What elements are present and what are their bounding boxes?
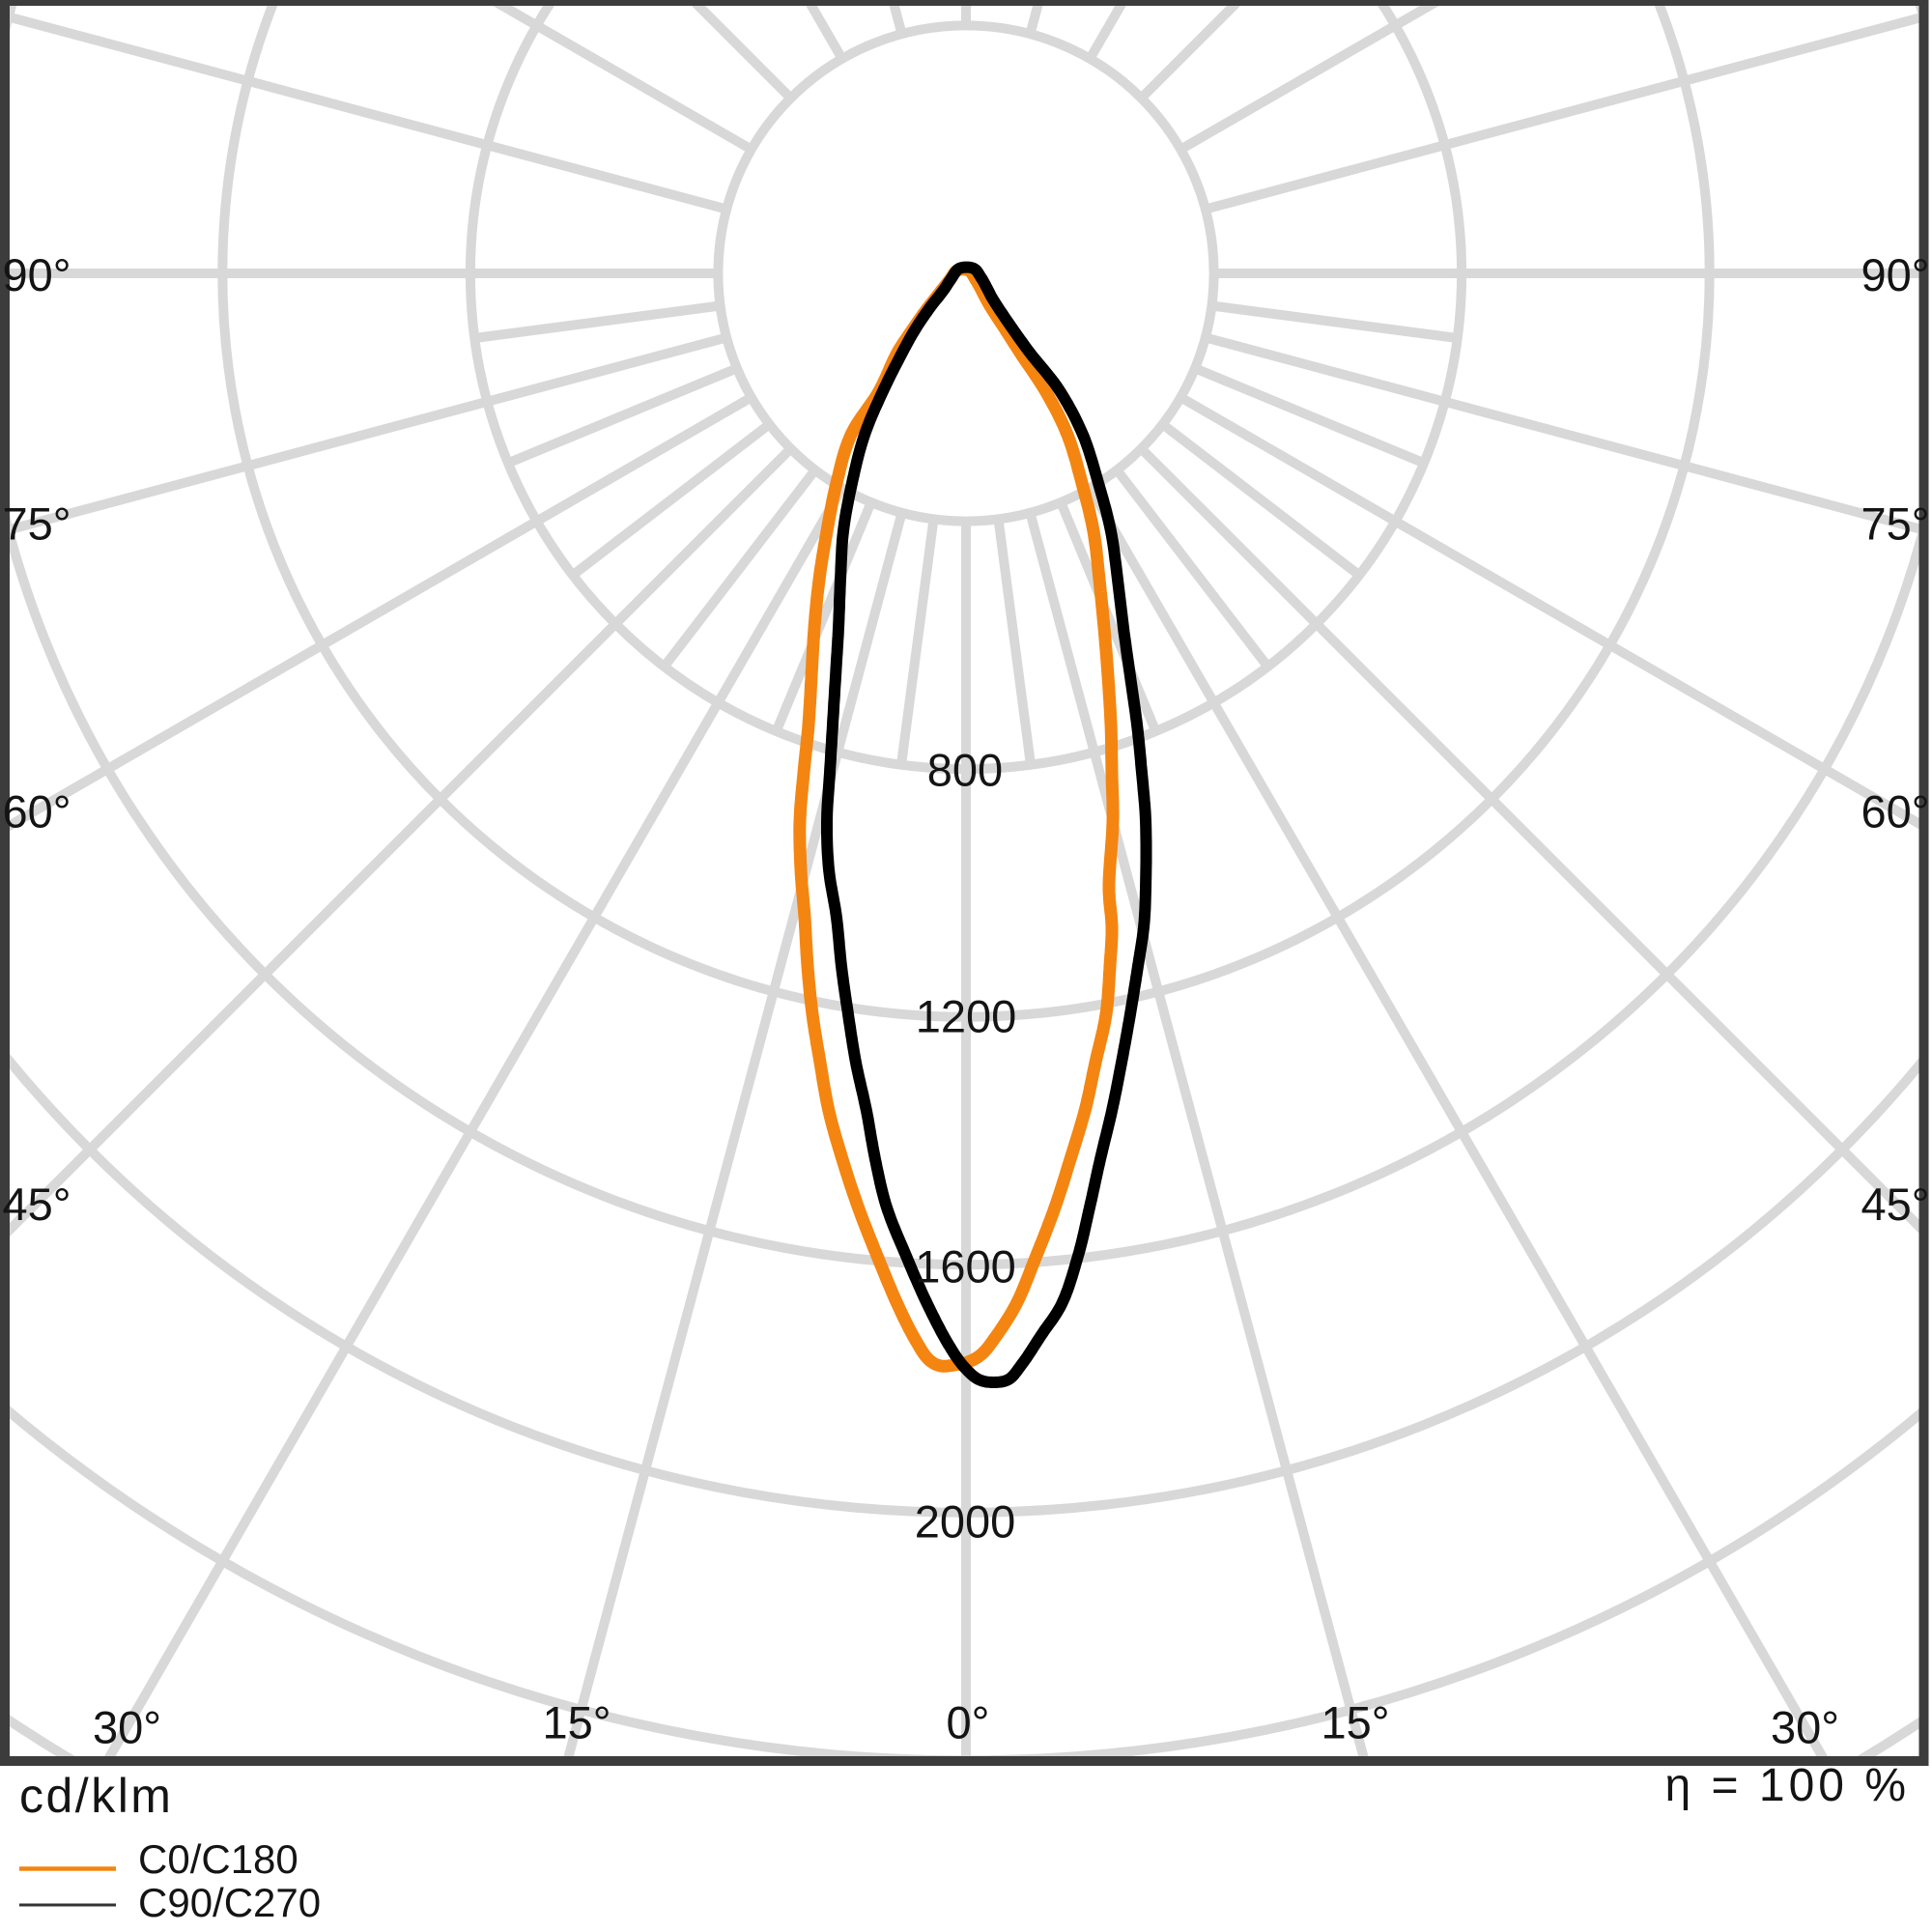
svg-text:C0/C180: C0/C180 xyxy=(138,1836,298,1882)
svg-text:45°: 45° xyxy=(1861,1179,1929,1230)
svg-text:0°: 0° xyxy=(947,1697,990,1748)
svg-text:15°: 15° xyxy=(1321,1697,1389,1748)
svg-text:800: 800 xyxy=(927,745,1003,796)
svg-text:90°: 90° xyxy=(1861,249,1929,300)
svg-text:60°: 60° xyxy=(2,786,71,838)
svg-text:45°: 45° xyxy=(2,1179,71,1230)
svg-text:15°: 15° xyxy=(542,1697,611,1748)
svg-text:η = 100 %: η = 100 % xyxy=(1665,1760,1911,1811)
svg-text:75°: 75° xyxy=(1861,498,1929,550)
svg-text:60°: 60° xyxy=(1861,786,1929,838)
svg-text:cd/klm: cd/klm xyxy=(19,1769,173,1823)
svg-text:C90/C270: C90/C270 xyxy=(138,1880,321,1925)
svg-text:2000: 2000 xyxy=(915,1496,1016,1548)
svg-text:1600: 1600 xyxy=(915,1241,1016,1293)
svg-text:1200: 1200 xyxy=(916,991,1017,1042)
svg-text:30°: 30° xyxy=(1771,1702,1839,1753)
svg-text:30°: 30° xyxy=(93,1702,161,1753)
svg-text:90°: 90° xyxy=(2,249,71,300)
svg-text:75°: 75° xyxy=(2,498,71,550)
